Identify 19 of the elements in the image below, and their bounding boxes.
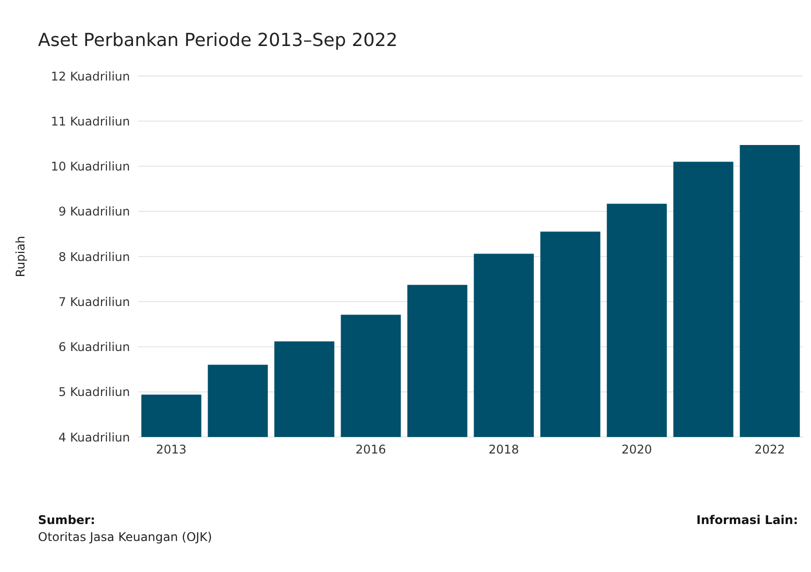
y-tick-label: 8 Kuadriliun xyxy=(58,250,130,264)
y-tick-label: 5 Kuadriliun xyxy=(58,385,130,400)
text: Otoritas Jasa Keuangan (OJK) xyxy=(38,530,212,544)
x-tick-label: 2016 xyxy=(355,442,386,457)
y-tick-label: 7 Kuadriliun xyxy=(58,294,130,309)
y-tick-label: 9 Kuadriliun xyxy=(58,204,130,219)
chart-title: Aset Perbankan Periode 2013–Sep 2022 xyxy=(38,30,398,51)
y-tick-label: 10 Kuadriliun xyxy=(50,160,130,174)
x-tick-label: 2020 xyxy=(621,442,652,457)
y-tick-label: 12 Kuadriliun xyxy=(50,69,130,84)
x-tick-label: 2022 xyxy=(754,442,786,457)
text: Sumber: xyxy=(38,513,96,527)
y-axis-title: Rupiah xyxy=(13,236,28,278)
y-tick-label: 6 Kuadriliun xyxy=(58,340,130,354)
x-tick-label: 2018 xyxy=(488,442,520,457)
y-tick-label: 4 Kuadriliun xyxy=(58,430,130,444)
y-tick-label: 11 Kuadriliun xyxy=(50,114,130,128)
text: Informasi Lain: xyxy=(696,513,798,527)
x-tick-label: 2013 xyxy=(156,442,187,457)
